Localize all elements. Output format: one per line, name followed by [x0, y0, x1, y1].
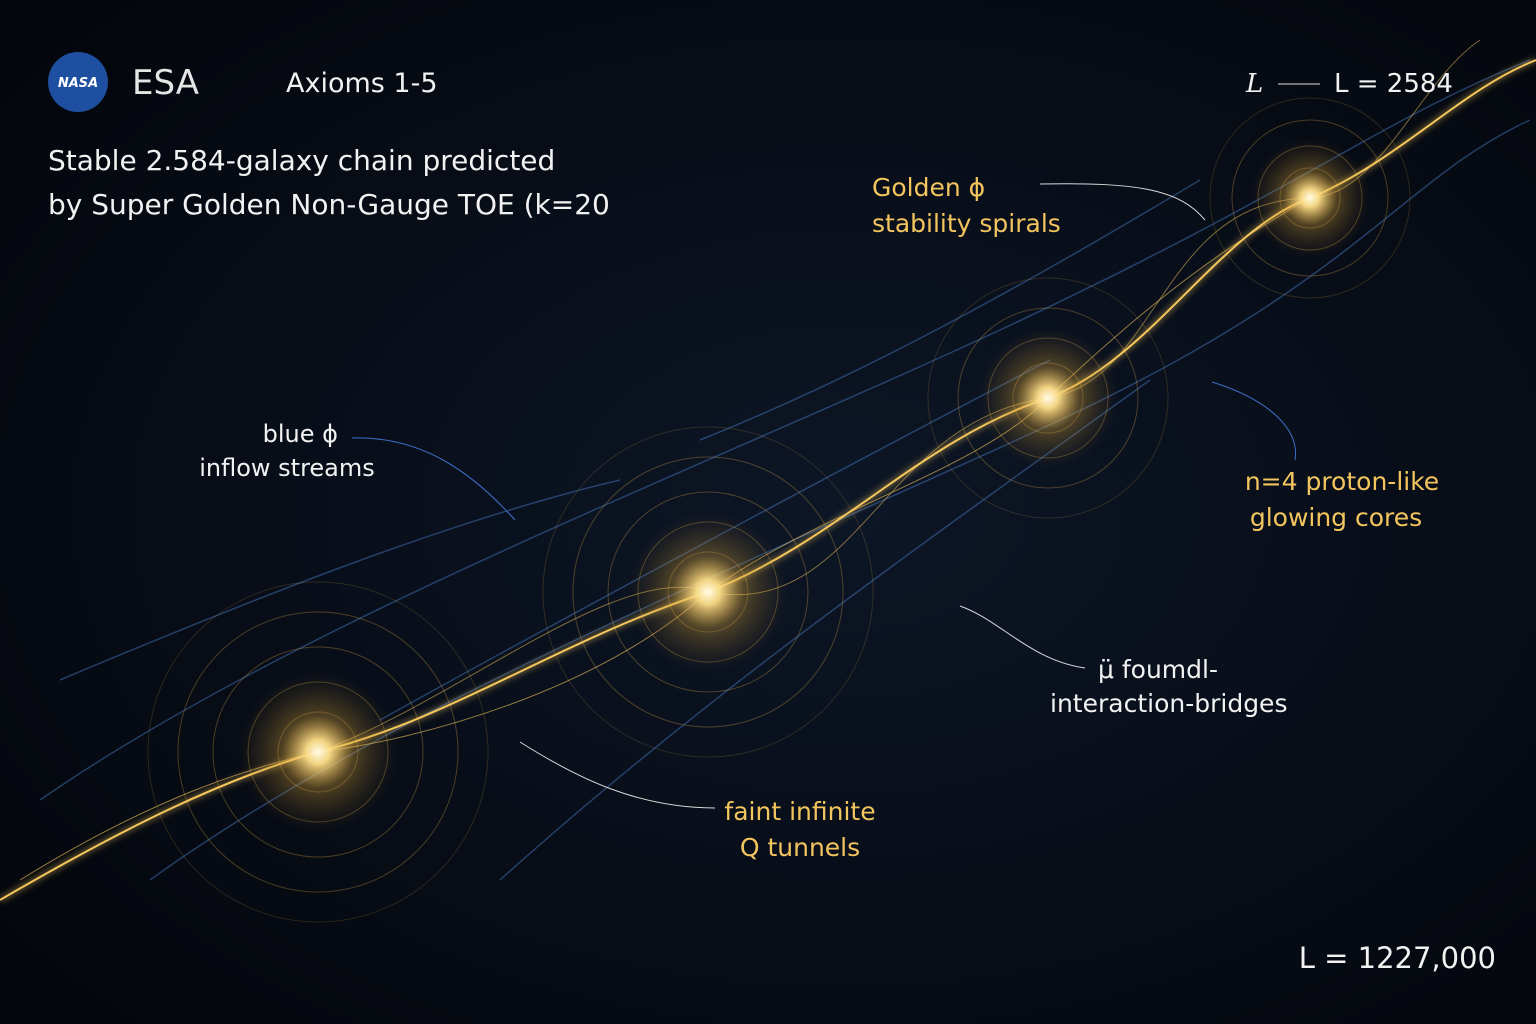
annotation: faint infinite [724, 797, 875, 826]
nasa-logo: NASA [48, 52, 108, 112]
annotation: glowing cores [1250, 503, 1422, 532]
annotation: Golden ϕ [872, 173, 985, 202]
leader-lines [351, 83, 1320, 809]
annotation: blue ϕ [263, 420, 338, 448]
annotation: n=4 proton-like [1245, 467, 1439, 496]
annotation: Q tunnels [740, 833, 860, 862]
glowing-cores [238, 138, 1370, 832]
annotation: interaction-bridges [1050, 689, 1287, 718]
logo-text: NASA [58, 76, 98, 91]
scale-label: L [1245, 69, 1263, 99]
title-line: Stable 2.584-galaxy chain predicted [48, 144, 555, 177]
footer-scale: L = 1227,000 [1299, 941, 1496, 975]
subtitle: Axioms 1-5 [286, 68, 438, 99]
annotation: inflow streams [199, 454, 375, 482]
annotation: μ̈ foumdl- [1098, 655, 1218, 684]
logo-text: ESA [132, 63, 199, 103]
scale-label: L = 2584 [1334, 69, 1453, 99]
title-line: by Super Golden Non-Gauge TOE (k=20 [48, 188, 610, 221]
annotation: stability spirals [872, 209, 1061, 238]
